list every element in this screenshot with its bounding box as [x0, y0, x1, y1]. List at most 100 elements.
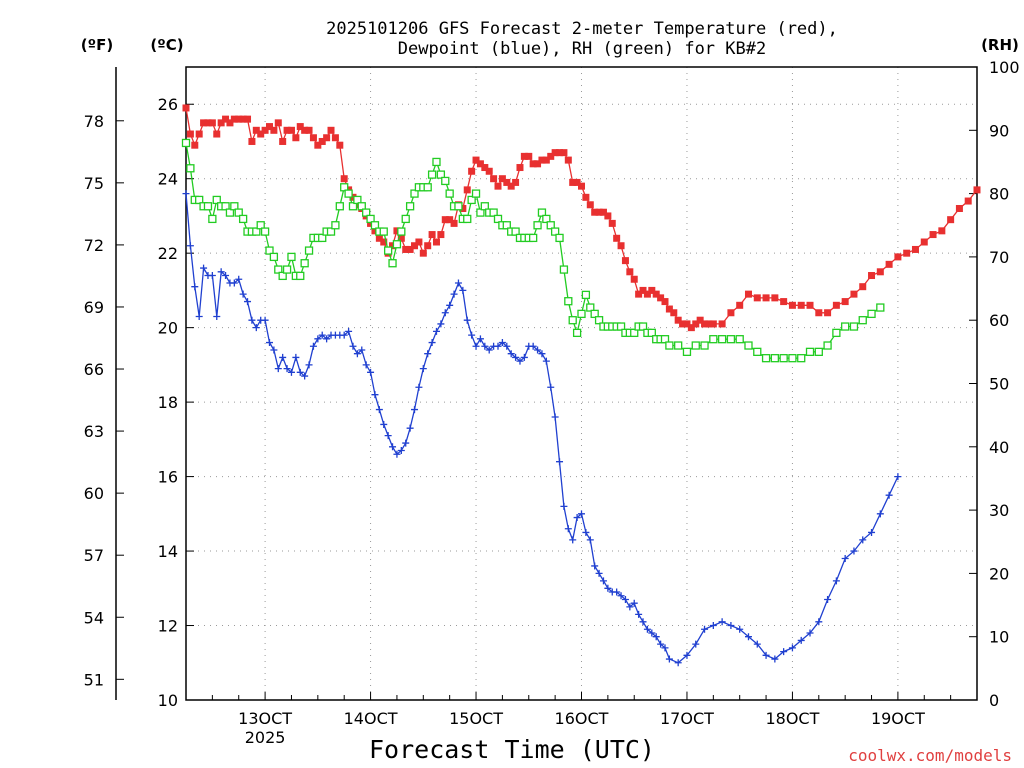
temperature-point: [287, 126, 295, 134]
rh-point: [805, 347, 815, 357]
dewpoint-point: [762, 651, 770, 659]
dewpoint-point: [841, 555, 849, 563]
temperature-point: [621, 257, 629, 265]
dewpoint-point: [652, 633, 660, 641]
rh-point: [221, 202, 230, 211]
rh-point: [726, 335, 736, 344]
rh-point: [357, 202, 366, 211]
dewpoint-point: [389, 443, 397, 451]
rh-point: [555, 233, 564, 243]
rh-point: [265, 246, 274, 255]
rh-point: [383, 246, 393, 255]
dewpoint-point: [446, 301, 454, 309]
temperature-point: [476, 160, 484, 168]
temperature-point: [301, 126, 309, 134]
temperature-point: [265, 123, 273, 131]
dewpoint-point: [780, 648, 788, 656]
rh-point: [559, 265, 569, 274]
rh-point: [436, 170, 446, 179]
dewpoint-point: [450, 290, 458, 298]
temperature-point: [450, 219, 458, 227]
rh-point: [533, 221, 542, 230]
rh-tick-label: 100: [989, 58, 1020, 77]
dewpoint-point: [419, 365, 427, 373]
dewpoint-point: [380, 420, 388, 428]
temperature-point: [314, 141, 322, 149]
fahrenheit-unit-label: (ºF): [81, 36, 113, 54]
rh-point: [753, 347, 762, 357]
dewpoint-point: [630, 599, 638, 607]
rh-point: [616, 322, 626, 331]
rh-point: [256, 221, 265, 230]
rh-tick-label: 70: [989, 248, 1009, 267]
dewpoint-point: [472, 342, 480, 350]
temperature-point: [331, 134, 339, 142]
dewpoint-series: [182, 190, 902, 667]
temperature-point: [556, 149, 564, 157]
rh-point: [700, 341, 709, 350]
rh-point: [344, 189, 353, 198]
dewpoint-point: [235, 275, 243, 283]
temperature-point: [208, 119, 216, 127]
temperature-point: [815, 309, 823, 317]
temperature-point: [318, 137, 326, 145]
rh-point: [471, 189, 481, 198]
temperature-point: [235, 115, 243, 123]
dewpoint-point: [270, 346, 278, 354]
plot-frame: [185, 66, 978, 701]
temperature-point: [652, 290, 660, 298]
dewpoint-point: [441, 309, 449, 317]
dewpoint-point: [191, 283, 199, 291]
temperature-point: [507, 182, 515, 190]
temperature-point: [336, 141, 344, 149]
rh-point: [401, 214, 410, 224]
temperature-point: [679, 320, 687, 328]
gridlines: [186, 67, 977, 700]
fahrenheit-tick-label: 60: [84, 484, 104, 503]
rh-point: [493, 214, 503, 224]
temperature-point: [762, 294, 770, 302]
dewpoint-point: [485, 346, 493, 354]
dewpoint-point: [318, 331, 326, 339]
temperature-point: [446, 216, 454, 224]
rh-point: [691, 341, 700, 350]
temperature-point: [402, 245, 410, 253]
rh-point: [269, 252, 279, 262]
dewpoint-point: [542, 357, 550, 365]
rh-point: [630, 328, 639, 338]
temperature-point: [217, 119, 225, 127]
temperature-point: [534, 160, 542, 168]
temperature-series: [182, 104, 981, 332]
fahrenheit-axis-ticks: 51 54 57 60 63 66 69 72 75 78: [84, 112, 124, 689]
dewpoint-point: [643, 625, 651, 633]
rh-point: [682, 347, 692, 357]
dewpoint-point: [736, 625, 744, 633]
temperature-point: [709, 320, 717, 328]
dewpoint-point: [753, 640, 761, 648]
temperature-point: [257, 130, 265, 138]
temperature-point: [687, 324, 695, 332]
dewpoint-point: [868, 528, 876, 536]
rh-point: [252, 227, 261, 236]
temperature-point: [305, 126, 313, 134]
temperature-point: [498, 175, 506, 183]
dewpoint-point: [661, 644, 669, 652]
rh-point: [392, 240, 402, 249]
dewpoint-point: [375, 406, 383, 414]
temperature-point: [635, 290, 643, 298]
dewpoint-point: [345, 327, 353, 335]
rh-point: [282, 265, 292, 274]
dewpoint-point: [657, 640, 665, 648]
dewpoint-point: [393, 450, 401, 458]
temperature-point: [639, 286, 647, 294]
rh-point: [717, 335, 727, 344]
rh-point: [234, 208, 243, 217]
rh-point: [445, 189, 454, 198]
temperature-point: [244, 115, 252, 123]
rh-point: [326, 227, 336, 236]
temperature-point: [274, 119, 282, 127]
rh-point: [335, 202, 344, 211]
rh-point: [186, 164, 195, 173]
rh-point: [876, 303, 885, 312]
rh-point: [735, 335, 744, 344]
